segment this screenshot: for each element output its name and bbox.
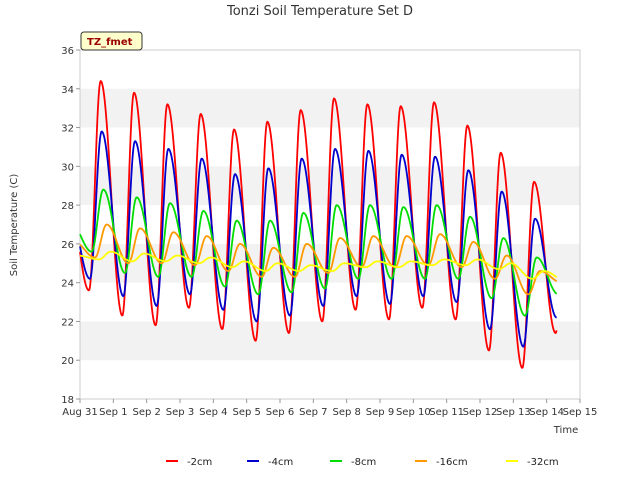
series-line-minus-4cm [79,130,557,348]
x-tick-label: Sep 9 [366,407,394,418]
legend-label: -4cm [268,457,293,468]
legend-label: -8cm [351,457,376,468]
series-line-minus-32cm [79,250,558,280]
x-tick-label: Sep 14 [529,407,564,418]
y-tick-label: 36 [61,46,74,57]
x-tick-label: Sep 5 [232,407,260,418]
y-tick-label: 32 [61,124,74,135]
x-tick-label: Sep 8 [332,407,360,418]
x-tick-label: Sep 7 [299,407,327,418]
y-tick-label: 34 [61,85,74,96]
x-tick-label: Sep 13 [496,407,531,418]
x-tick-label: Aug 31 [62,407,97,418]
legend-label: -16cm [436,457,468,468]
x-tick-label: Sep 2 [132,407,160,418]
legend-label: -32cm [527,457,559,468]
site-label-background [80,31,143,51]
y-axis-title: Soil Temperature (C) [9,174,20,277]
plot-band [80,321,580,361]
series-lines [79,80,558,369]
x-tick-label: Sep 6 [266,407,294,418]
plot-band [80,88,580,128]
chart-title: Tonzi Soil Temperature Set D [226,4,413,19]
y-tick-label: 26 [61,240,74,251]
site-label-box: TZ_fmet [80,31,143,51]
y-tick-label: 20 [61,356,74,367]
x-tick-label: Sep 1 [99,407,127,418]
site-label: TZ_fmet [87,37,133,48]
x-tick-label: Sep 3 [166,407,194,418]
plot-frame [79,49,581,400]
legend: -2cm -4cm -8cm -16cm -32cm [166,457,559,468]
x-tick-label: Sep 10 [396,407,431,418]
x-axis: Aug 31 Sep 1 Sep 2 Sep 3 Sep 4 Sep 5 Sep 6 Sep … [62,399,597,418]
series-line-minus-16cm [79,223,558,296]
x-tick-label: Sep 15 [563,407,598,418]
y-tick-label: 30 [61,162,74,173]
x-axis-title: Time [553,425,578,436]
y-tick-label: 28 [61,201,74,212]
x-tick-label: Sep 11 [429,407,464,418]
y-tick-label: 24 [61,279,74,290]
series-line-minus-8cm [79,188,558,317]
y-tick-label: 18 [61,395,74,406]
legend-label: -2cm [187,457,212,468]
y-axis: 18 20 22 24 26 28 30 32 34 36 [61,46,80,406]
x-tick-label: Sep 4 [199,407,227,418]
x-tick-label: Sep 12 [463,407,498,418]
y-tick-label: 22 [61,317,74,328]
